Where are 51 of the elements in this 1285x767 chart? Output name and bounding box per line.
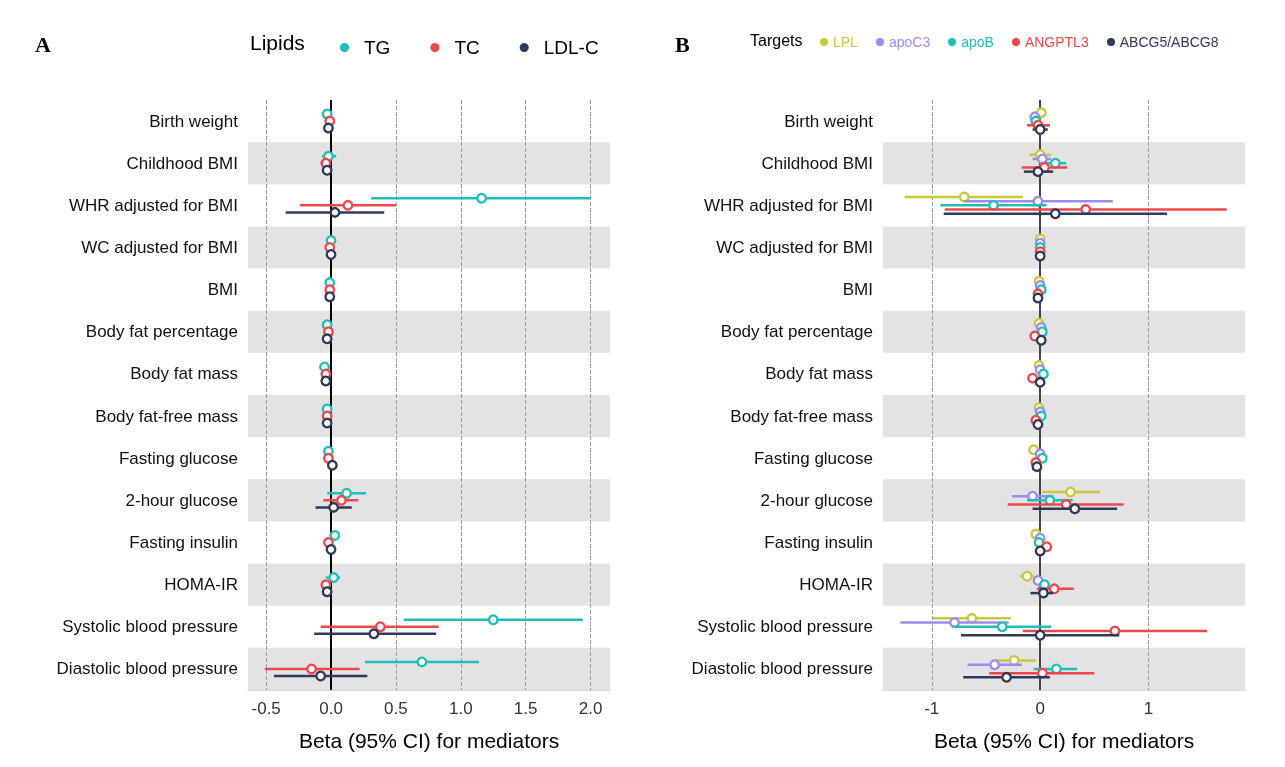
y-tick-label: WHR adjusted for BMI bbox=[68, 195, 238, 215]
x-tick-label: 1.5 bbox=[513, 699, 538, 718]
y-tick-label: Fasting insulin bbox=[129, 533, 238, 552]
text: B bbox=[675, 31, 690, 57]
x-tick-label: -0.5 bbox=[251, 699, 281, 718]
y-tick-label: Diastolic blood pressure bbox=[691, 659, 873, 679]
x-tick-label: 0.5 bbox=[384, 699, 408, 718]
y-tick-label: HOMA-IR bbox=[164, 575, 238, 595]
y-tick-label: Fasting glucose bbox=[118, 448, 238, 468]
text: ANGPTL3 bbox=[1024, 34, 1089, 50]
y-tick-label: Diastolic blood pressure bbox=[56, 659, 238, 679]
y-tick-label: Systolic blood pressure bbox=[62, 617, 238, 637]
y-tick-label: Systolic blood pressure bbox=[697, 617, 873, 637]
text: LPL bbox=[833, 34, 858, 50]
y-tick-label: Childhood BMI bbox=[761, 153, 873, 173]
text: apoB bbox=[961, 34, 994, 50]
text: apoC3 bbox=[888, 34, 931, 50]
x-axis-title: Beta (95% CI) for mediators bbox=[933, 729, 1195, 752]
y-tick-label: Childhood BMI bbox=[126, 153, 238, 173]
x-tick-label: 2.0 bbox=[578, 699, 603, 718]
y-tick-label: Fasting glucose bbox=[753, 448, 873, 468]
y-tick-label: Fasting insulin bbox=[764, 533, 873, 552]
y-tick-label: Body fat percentage bbox=[85, 322, 238, 342]
y-tick-label: Birth weight bbox=[784, 111, 874, 131]
legend-label: LDL-C bbox=[543, 37, 599, 58]
y-tick-label: BMI bbox=[207, 280, 238, 300]
y-tick-label: Body fat-free mass bbox=[95, 406, 238, 426]
x-tick-label: 1 bbox=[1143, 699, 1154, 718]
y-tick-label: Body fat mass bbox=[130, 364, 238, 384]
x-tick-label: 0 bbox=[1035, 699, 1045, 718]
text: ABCG5/ABCG8 bbox=[1119, 34, 1219, 50]
y-tick-label: HOMA-IR bbox=[799, 575, 873, 595]
y-tick-label: Body fat-free mass bbox=[730, 406, 873, 426]
text: A bbox=[35, 31, 51, 57]
x-tick-label: 0.0 bbox=[319, 699, 343, 718]
y-tick-label: WC adjusted for BMI bbox=[716, 238, 873, 257]
x-axis-title: Beta (95% CI) for mediators bbox=[298, 729, 560, 752]
y-tick-label: WHR adjusted for BMI bbox=[703, 195, 873, 215]
x-tick-label: -1 bbox=[924, 699, 940, 718]
legend-label: TG bbox=[364, 37, 391, 58]
legend-label: TC bbox=[454, 37, 480, 58]
y-tick-label: Body fat percentage bbox=[720, 322, 873, 342]
y-tick-label: WC adjusted for BMI bbox=[81, 238, 238, 257]
legend-title: Targets bbox=[750, 31, 803, 49]
y-tick-label: 2-hour glucose bbox=[760, 490, 873, 510]
y-tick-label: BMI bbox=[842, 280, 873, 300]
y-tick-label: Birth weight bbox=[149, 111, 239, 131]
x-tick-label: 1.0 bbox=[448, 699, 473, 718]
legend-title: Lipids bbox=[250, 31, 305, 54]
y-tick-label: 2-hour glucose bbox=[125, 490, 238, 510]
y-tick-label: Body fat mass bbox=[765, 364, 873, 384]
